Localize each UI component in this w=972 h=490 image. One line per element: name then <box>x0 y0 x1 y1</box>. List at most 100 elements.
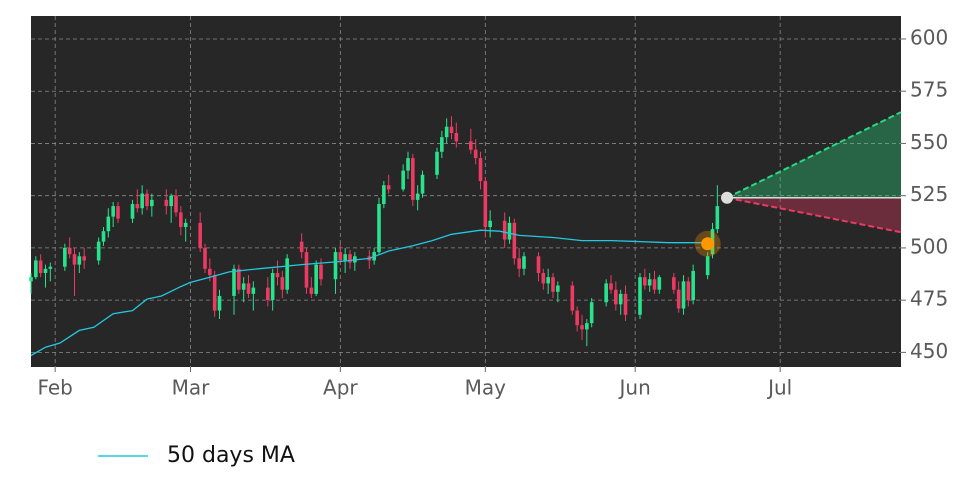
candle-body <box>377 204 381 253</box>
candle-body <box>440 137 444 152</box>
candle-body <box>333 252 338 280</box>
candle-body <box>198 222 202 248</box>
candle-body <box>280 277 285 290</box>
candle-body <box>604 283 608 303</box>
candle-body <box>338 252 343 261</box>
candle-body <box>411 158 415 200</box>
y-tick-label: 500 <box>910 234 948 258</box>
candle-body <box>386 185 391 190</box>
candle-body <box>237 268 241 290</box>
candle-body <box>420 174 425 194</box>
candle-body <box>179 212 183 228</box>
candle-body <box>585 323 589 330</box>
legend-label: 50 days MA <box>167 443 295 468</box>
x-tick-label: Apr <box>323 376 358 400</box>
candle-body <box>575 310 579 326</box>
candle-body <box>551 277 555 292</box>
candle-body <box>444 126 449 138</box>
candle-body <box>406 158 410 171</box>
candle-body <box>29 277 33 282</box>
y-tick-label: 600 <box>910 25 948 49</box>
candle-body <box>647 279 652 286</box>
candle-body <box>111 206 115 217</box>
candle-body <box>38 260 43 273</box>
y-tick-label: 450 <box>910 339 948 363</box>
candle-body <box>63 247 67 267</box>
candle-body <box>343 254 347 261</box>
signal-point <box>701 237 715 251</box>
candle-body <box>212 275 217 311</box>
x-tick-label: May <box>465 376 507 400</box>
forecast-start <box>721 191 733 204</box>
candle-body <box>43 268 48 273</box>
candle-body <box>169 195 173 207</box>
candle-body <box>507 222 512 240</box>
candle-body <box>638 277 642 315</box>
candle-body <box>686 281 691 301</box>
y-tick-label: 575 <box>910 78 948 102</box>
candle-body <box>232 268 236 296</box>
candle-body <box>618 293 623 305</box>
y-tick-label: 475 <box>910 287 948 311</box>
y-tick-label: 525 <box>910 182 948 206</box>
candle-body <box>82 256 86 261</box>
candle-body <box>556 285 560 292</box>
candle-body <box>96 241 101 261</box>
candle-body <box>589 302 594 324</box>
candle-body <box>77 256 82 265</box>
candle-body <box>183 222 188 228</box>
x-tick-label: Jul <box>766 376 792 400</box>
x-tick-label: Jun <box>618 376 651 400</box>
candle-body <box>483 181 488 228</box>
candle-body <box>130 204 135 219</box>
forecast-upper-line <box>726 111 902 199</box>
candle-body <box>454 133 459 142</box>
candle-body <box>140 193 144 209</box>
candle-body <box>217 295 222 311</box>
candle-body <box>435 151 439 175</box>
x-tick-label: Mar <box>172 376 211 400</box>
candle-body <box>657 277 662 290</box>
candle-body <box>145 193 149 207</box>
candle-body <box>672 277 676 290</box>
candle-body <box>546 277 550 284</box>
candle-body <box>275 272 280 278</box>
candle-body <box>174 195 178 213</box>
candle-body <box>517 258 521 269</box>
candle-body <box>691 270 695 301</box>
candle-body <box>314 264 318 294</box>
candle-body <box>309 287 314 294</box>
forecast-lower-line <box>726 196 902 234</box>
candle-body <box>570 285 575 311</box>
candle-body <box>522 256 526 269</box>
candle-body <box>449 126 454 133</box>
candle-body <box>208 268 212 276</box>
y-tick-label: 550 <box>910 130 948 154</box>
candle-body <box>135 204 140 209</box>
candle-body <box>623 293 628 315</box>
candle-body <box>48 266 53 269</box>
candle-body <box>580 325 584 330</box>
candle-body <box>614 289 618 305</box>
candle-body <box>541 272 546 284</box>
candle-body <box>676 289 681 309</box>
candle-body <box>469 141 473 150</box>
candle-body <box>401 170 405 190</box>
candle-body <box>502 220 507 240</box>
ma-line <box>30 229 703 357</box>
candle-body <box>285 258 289 290</box>
candle-body <box>241 283 246 290</box>
marks <box>29 111 902 357</box>
candle-body <box>488 220 492 228</box>
candle-body <box>251 287 256 294</box>
candle-body <box>106 216 111 232</box>
candle-body <box>246 283 251 294</box>
candle-body <box>34 260 38 278</box>
candle-body <box>164 199 169 207</box>
candle-body <box>67 247 72 255</box>
candle-body <box>681 281 686 309</box>
candle-body <box>304 252 309 288</box>
candle-body <box>150 199 154 207</box>
candle-body <box>203 247 207 269</box>
